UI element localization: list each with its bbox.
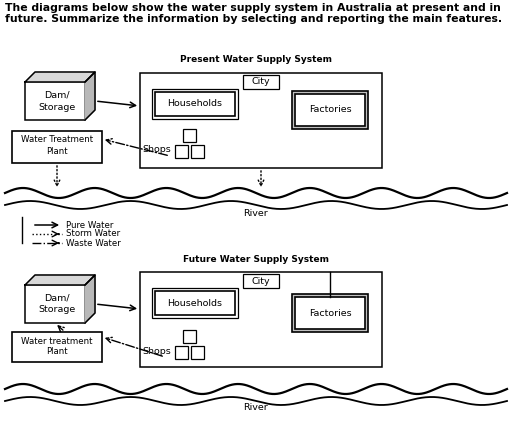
Text: Households: Households <box>167 298 223 307</box>
Text: Shops: Shops <box>142 145 171 154</box>
Bar <box>140 272 382 367</box>
Text: Households: Households <box>167 99 223 108</box>
Text: Dam/: Dam/ <box>44 91 70 99</box>
Bar <box>155 92 235 116</box>
Text: Water Treatment: Water Treatment <box>21 136 93 145</box>
Bar <box>175 145 188 158</box>
Text: The diagrams below show the water supply system in Australia at present and in: The diagrams below show the water supply… <box>5 3 501 13</box>
Text: River: River <box>244 208 268 218</box>
Polygon shape <box>25 275 95 285</box>
Bar <box>295 94 365 126</box>
Text: Storage: Storage <box>38 103 76 112</box>
Text: Plant: Plant <box>46 148 68 157</box>
Text: City: City <box>252 277 270 285</box>
Text: future. Summarize the information by selecting and reporting the main features.: future. Summarize the information by sel… <box>5 14 502 24</box>
Text: Future Water Supply System: Future Water Supply System <box>183 255 329 264</box>
Bar <box>243 75 279 89</box>
Text: Storm Water: Storm Water <box>66 230 120 239</box>
Text: Factories: Factories <box>309 309 351 318</box>
Bar <box>155 291 235 315</box>
Text: Dam/: Dam/ <box>44 293 70 302</box>
Bar <box>12 131 102 163</box>
Bar <box>243 274 279 288</box>
Bar <box>152 288 238 318</box>
Bar <box>292 294 368 332</box>
Text: Plant: Plant <box>46 347 68 356</box>
Bar <box>140 73 382 168</box>
Bar <box>191 346 204 359</box>
Bar <box>25 285 85 323</box>
Text: Waste Water: Waste Water <box>66 239 121 248</box>
Text: Water treatment: Water treatment <box>22 336 93 346</box>
Text: River: River <box>244 402 268 412</box>
Polygon shape <box>85 275 95 323</box>
Bar <box>191 145 204 158</box>
Bar <box>152 89 238 119</box>
Bar <box>292 91 368 129</box>
Text: City: City <box>252 78 270 87</box>
Bar <box>12 332 102 362</box>
Bar <box>175 346 188 359</box>
Text: Pure Water: Pure Water <box>66 220 113 230</box>
Polygon shape <box>25 72 95 82</box>
Bar <box>183 330 196 343</box>
Polygon shape <box>85 72 95 120</box>
Bar <box>295 297 365 329</box>
Text: Factories: Factories <box>309 106 351 115</box>
Text: Shops: Shops <box>142 347 171 355</box>
Text: Present Water Supply System: Present Water Supply System <box>180 54 332 63</box>
Bar <box>25 82 85 120</box>
Text: Storage: Storage <box>38 306 76 314</box>
Bar <box>183 129 196 142</box>
